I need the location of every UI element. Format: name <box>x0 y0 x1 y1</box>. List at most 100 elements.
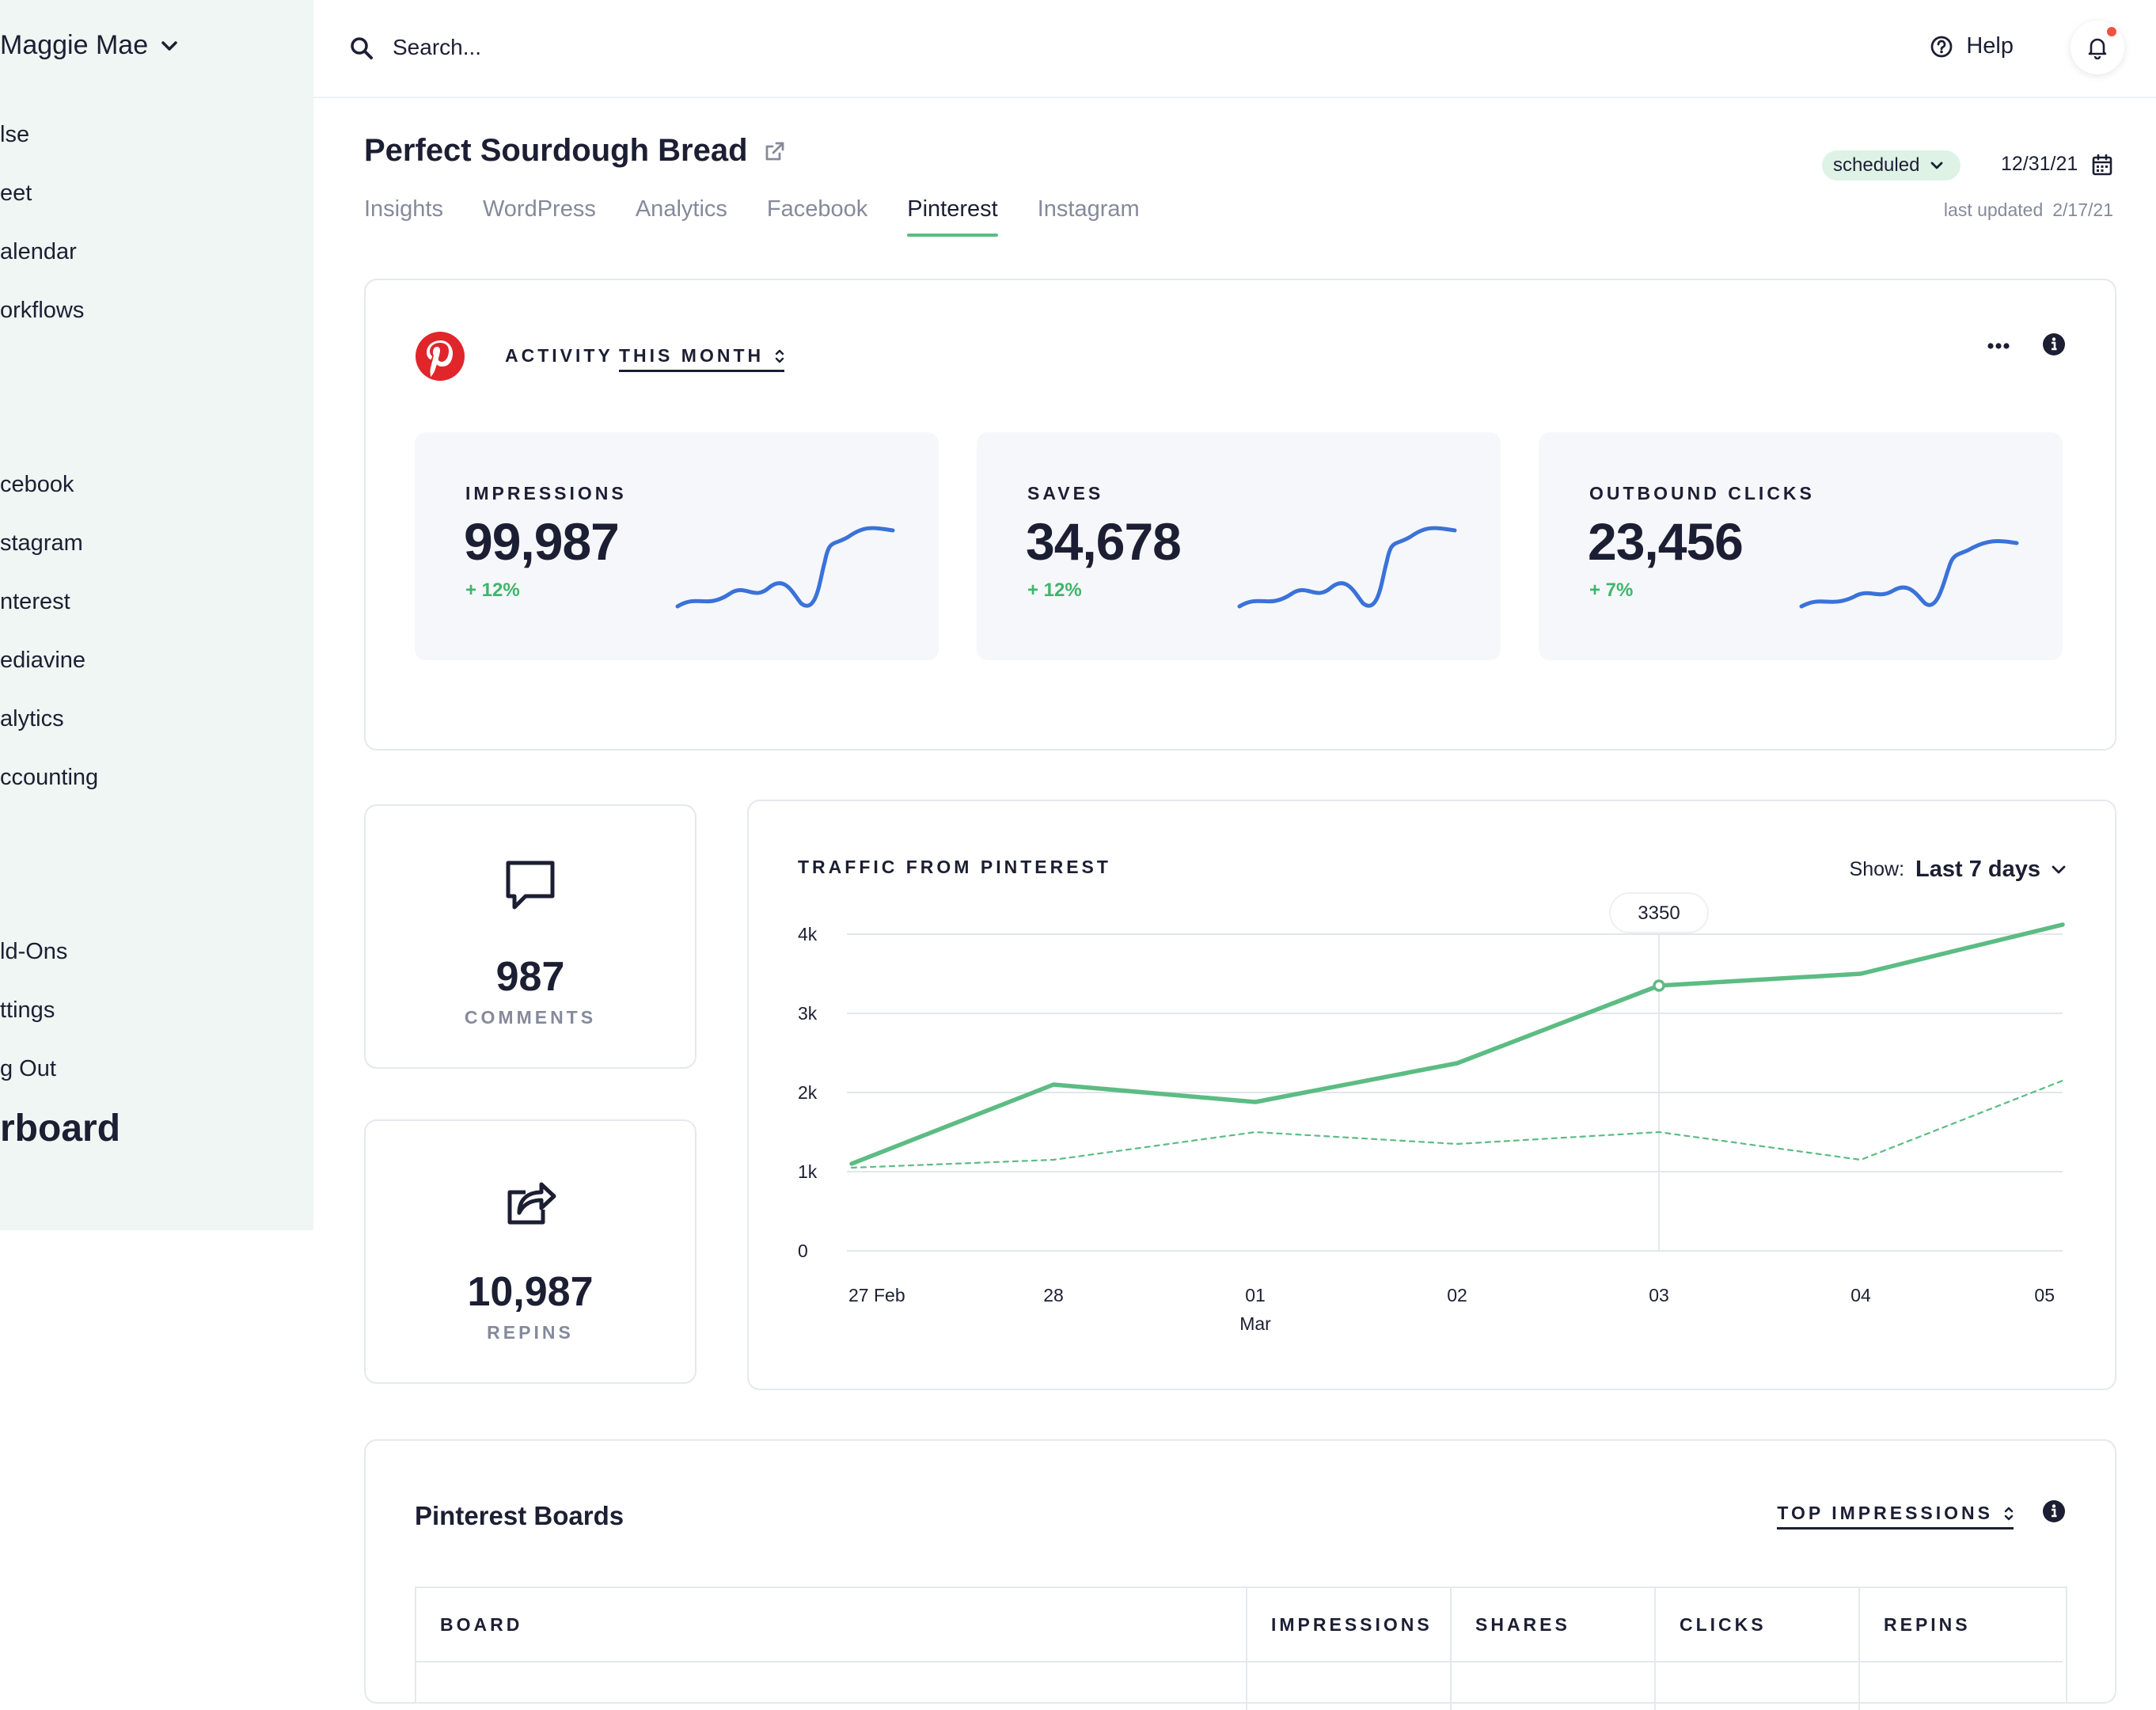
tooltip-value: 3350 <box>1638 902 1680 924</box>
chart-title: TRAFFIC FROM PINTEREST <box>798 857 1111 877</box>
table-cell <box>416 1662 1247 1710</box>
help-icon <box>1930 36 1953 57</box>
comments-count: 987 <box>495 954 565 1000</box>
metric-value: 23,456 <box>1588 512 1744 571</box>
sidebar-item-pinterest[interactable]: nterest <box>0 589 70 614</box>
tooltip-bubble <box>1609 892 1709 933</box>
series-line-primary <box>849 922 2065 1166</box>
sidebar-item-add-ons[interactable]: ld-Ons <box>0 939 68 964</box>
activity-label: ACTIVITY <box>505 345 613 366</box>
help-button[interactable]: Help <box>1930 33 2014 59</box>
table-cell <box>1247 1662 1452 1710</box>
metric-saves: SAVES 34,678 + 12% <box>977 432 1501 660</box>
search-icon <box>351 37 373 59</box>
publish-date[interactable]: 12/31/21 <box>2001 153 2112 176</box>
x-tick-label: 04 <box>1850 1285 1871 1305</box>
sidebar-item-pulse[interactable]: lse <box>0 122 30 147</box>
sidebar-item-instagram[interactable]: stagram <box>0 530 83 556</box>
comments-card: 987 COMMENTS <box>364 804 697 1069</box>
activity-range-select[interactable]: THIS MONTH <box>619 345 785 372</box>
y-tick-label: 4k <box>798 924 818 944</box>
sidebar-item-sheet[interactable]: eet <box>0 180 32 206</box>
post-title: Perfect Sourdough Bread <box>364 133 748 168</box>
activity-range-value: THIS MONTH <box>619 345 765 366</box>
tab-insights[interactable]: Insights <box>364 196 443 222</box>
y-tick-label: 0 <box>798 1241 808 1261</box>
x-tick-label: 28 <box>1043 1285 1064 1305</box>
table-cell <box>1656 1662 1860 1710</box>
status-label: scheduled <box>1833 154 1920 176</box>
sidebar-item-settings[interactable]: ttings <box>0 998 55 1023</box>
metric-impressions: IMPRESSIONS 99,987 + 12% <box>415 432 939 660</box>
more-options-icon[interactable] <box>1987 334 2010 358</box>
info-icon[interactable] <box>2042 1499 2066 1523</box>
sidebar-item-workflows[interactable]: orkflows <box>0 298 85 323</box>
top-bar: Search... Help <box>313 0 2156 98</box>
user-menu[interactable]: Maggie Mae <box>0 30 178 61</box>
sidebar-item-facebook[interactable]: cebook <box>0 472 74 497</box>
range-select-label: Show: <box>1849 858 1905 880</box>
tab-analytics[interactable]: Analytics <box>635 196 727 222</box>
notifications-button[interactable] <box>2071 21 2124 74</box>
sort-icon <box>775 349 784 363</box>
range-select[interactable]: Show: Last 7 days <box>1850 857 2066 883</box>
tab-bar: Insights WordPress Analytics Facebook Pi… <box>364 196 1140 237</box>
tab-facebook[interactable]: Facebook <box>766 196 868 222</box>
boards-card: Pinterest Boards TOP IMPRESSIONS BOARD I… <box>364 1439 2116 1710</box>
notification-badge <box>2107 27 2116 36</box>
x-tick-label: Mar <box>1239 1313 1271 1334</box>
last-updated: last updated 2/17/21 <box>1944 200 2113 221</box>
column-header-board[interactable]: BOARD <box>416 1588 1247 1662</box>
y-tick-label: 2k <box>798 1082 818 1103</box>
traffic-chart-card: TRAFFIC FROM PINTEREST Show: Last 7 days… <box>747 800 2116 1390</box>
column-header-impressions[interactable]: IMPRESSIONS <box>1247 1588 1452 1662</box>
sidebar-item-accounting[interactable]: ccounting <box>0 765 99 790</box>
pinterest-logo-icon <box>416 332 465 381</box>
external-link-icon[interactable] <box>764 140 786 162</box>
chevron-down-icon <box>2052 865 2066 873</box>
publish-date-value: 12/31/21 <box>2001 153 2078 175</box>
metric-label: OUTBOUND CLICKS <box>1589 483 1815 504</box>
chevron-down-icon <box>1931 162 1943 169</box>
sidebar-item-mediavine[interactable]: ediavine <box>0 648 86 673</box>
tab-instagram[interactable]: Instagram <box>1037 196 1140 222</box>
metric-value: 34,678 <box>1026 512 1182 571</box>
boards-sort-value: TOP IMPRESSIONS <box>1777 1503 1993 1523</box>
sidebar: Maggie Mae lse eet alendar orkflows cebo… <box>0 0 313 1230</box>
sort-icon <box>2004 1507 2014 1520</box>
highlight-point <box>1653 979 1665 992</box>
metric-label: SAVES <box>1027 483 1104 504</box>
repins-label: REPINS <box>487 1322 574 1343</box>
metric-change: + 12% <box>1027 580 1082 601</box>
repins-card: 10,987 REPINS <box>364 1119 697 1384</box>
y-tick-label: 1k <box>798 1161 818 1182</box>
sparkline <box>1799 539 2019 609</box>
metric-value: 99,987 <box>464 512 620 571</box>
search-input[interactable]: Search... <box>393 35 482 59</box>
column-header-repins[interactable]: REPINS <box>1860 1588 2063 1662</box>
x-tick-label: 01 <box>1245 1285 1266 1305</box>
column-header-shares[interactable]: SHARES <box>1452 1588 1656 1662</box>
metric-change: + 12% <box>465 580 520 601</box>
comments-label: COMMENTS <box>464 1007 597 1028</box>
sidebar-item-analytics[interactable]: alytics <box>0 706 64 732</box>
boards-sort-select[interactable]: TOP IMPRESSIONS <box>1777 1503 2014 1530</box>
x-tick-label: 03 <box>1649 1285 1669 1305</box>
user-name: Maggie Mae <box>0 30 149 60</box>
column-header-clicks[interactable]: CLICKS <box>1656 1588 1860 1662</box>
x-tick-label: 02 <box>1447 1285 1467 1305</box>
sidebar-item-calendar[interactable]: alendar <box>0 239 77 264</box>
sidebar-item-log-out[interactable]: g Out <box>0 1056 56 1081</box>
range-select-value: Last 7 days <box>1915 857 2040 882</box>
sparkline <box>675 526 895 609</box>
x-tick-label: 27 Feb <box>848 1285 905 1305</box>
last-updated-value: 2/17/21 <box>2052 200 2113 220</box>
info-icon[interactable] <box>2042 332 2066 356</box>
help-label: Help <box>1966 33 2014 59</box>
traffic-line-chart: 0 1k 2k 3k 4k 27 Feb 28 01 Mar 02 03 04 05 3350 <box>798 892 2065 1334</box>
tab-wordpress[interactable]: WordPress <box>482 196 596 222</box>
chevron-down-icon <box>161 40 177 51</box>
tab-pinterest[interactable]: Pinterest <box>907 196 999 237</box>
status-dropdown[interactable]: scheduled <box>1822 150 1961 180</box>
share-icon <box>507 1182 556 1225</box>
